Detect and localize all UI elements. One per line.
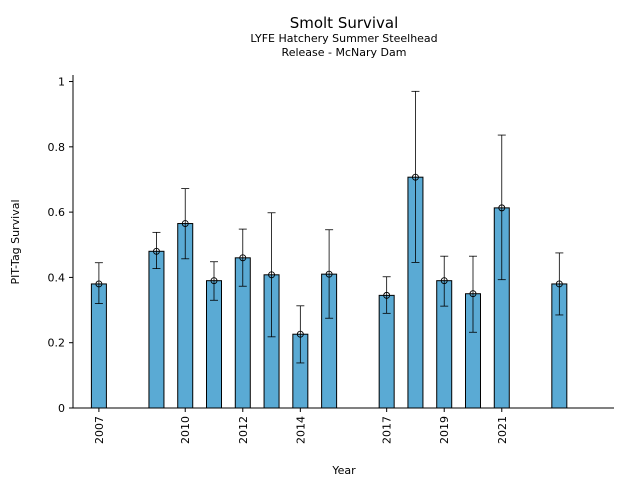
point-marker-2012 — [239, 254, 247, 262]
point-marker-2014 — [296, 330, 304, 338]
point-marker-2015 — [325, 270, 333, 278]
point-marker-2021 — [498, 204, 506, 212]
point-marker-2019 — [440, 277, 448, 285]
point-marker-2023 — [555, 280, 563, 288]
bar-2009 — [148, 250, 165, 409]
x-tick-label-5: 2019 — [438, 416, 451, 444]
y-tick-label-3: 0.6 — [48, 206, 66, 219]
y-tick-label-4: 0.8 — [48, 141, 66, 154]
error-bar-2014 — [296, 305, 305, 364]
error-bar-2012 — [238, 228, 247, 287]
point-marker-2007 — [95, 280, 103, 288]
error-bar-2007 — [94, 262, 103, 304]
error-bar-2023 — [555, 252, 564, 316]
error-bar-2010 — [181, 188, 190, 260]
y-tick-label-2: 0.4 — [48, 271, 66, 284]
x-axis-ticks: 2007 2010 2012 2014 2017 2019 2021 — [93, 408, 509, 444]
y-tick-label-0: 0 — [58, 402, 65, 415]
error-bars-layer — [94, 90, 564, 364]
y-tick-label-5: 1 — [58, 76, 65, 89]
point-marker-2011 — [210, 277, 218, 285]
chart-subtitle-line-1: LYFE Hatchery Summer Steelhead — [250, 32, 437, 45]
point-marker-2010 — [181, 220, 189, 227]
error-bar-2015 — [325, 229, 334, 319]
x-tick-label-4: 2017 — [381, 416, 394, 444]
x-tick-label-2: 2012 — [237, 416, 250, 444]
point-marker-2020 — [469, 290, 477, 298]
error-bar-2013 — [267, 212, 276, 338]
error-bar-2011 — [210, 261, 219, 301]
error-bar-2020 — [468, 255, 477, 333]
error-bar-2009 — [152, 231, 161, 269]
y-axis-ticks: 0 0.2 0.4 0.6 0.8 1 — [48, 76, 73, 415]
point-marker-2017 — [383, 291, 391, 299]
point-markers-layer — [95, 173, 563, 338]
x-tick-label-1: 2010 — [179, 416, 192, 444]
x-axis-label: Year — [331, 464, 356, 477]
y-tick-label-1: 0.2 — [48, 337, 66, 350]
point-marker-2009 — [153, 247, 160, 255]
x-tick-label-6: 2021 — [496, 416, 509, 444]
error-bar-2021 — [497, 134, 506, 281]
chart-title: Smolt Survival — [290, 14, 399, 32]
error-bar-2017 — [382, 276, 391, 314]
y-axis-label: PIT-Tag Survival — [9, 199, 22, 284]
x-tick-label-3: 2014 — [294, 416, 307, 444]
x-tick-label-0: 2007 — [93, 416, 106, 444]
chart-subtitle-line-2: Release - McNary Dam — [282, 46, 407, 59]
point-marker-2013 — [268, 271, 276, 279]
error-bar-2019 — [440, 255, 449, 307]
point-marker-2018 — [411, 173, 419, 181]
error-bar-2018 — [411, 90, 420, 263]
